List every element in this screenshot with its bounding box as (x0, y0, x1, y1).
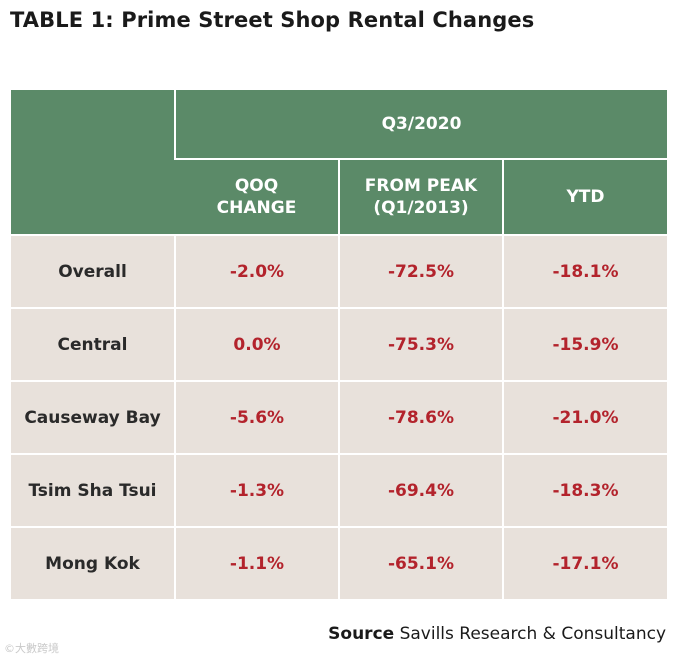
table-row: Tsim Sha Tsui -1.3% -69.4% -18.3% (11, 453, 667, 527)
watermark: ©大數跨境 (4, 642, 59, 655)
table-row: Overall -2.0% -72.5% -18.1% (11, 234, 667, 308)
header-row-period: Q3/2020 (11, 90, 667, 235)
row-from-peak: -65.1% (338, 526, 503, 599)
header-period: Q3/2020 (174, 90, 667, 159)
row-ytd: -17.1% (502, 526, 667, 599)
row-from-peak: -69.4% (338, 453, 503, 527)
table-title: TABLE 1: Prime Street Shop Rental Change… (10, 8, 535, 32)
source-note: Source Savills Research & Consultancy (328, 624, 666, 644)
header-from-peak: FROM PEAK (Q1/2013) (338, 158, 503, 235)
table-row: Causeway Bay -5.6% -78.6% -21.0% (11, 380, 667, 454)
row-qoq: -5.6% (174, 380, 339, 454)
row-qoq: 0.0% (174, 307, 339, 381)
row-qoq: -1.1% (174, 526, 339, 599)
header-from-peak-line2: (Q1/2013) (373, 198, 469, 218)
header-row-columns: QOQ CHANGE FROM PEAK (Q1/2013) YTD (11, 158, 667, 235)
row-region: Tsim Sha Tsui (11, 453, 175, 527)
header-qoq-line1: QOQ (234, 176, 279, 196)
row-region: Overall (11, 234, 175, 308)
row-ytd: -18.3% (502, 453, 667, 527)
row-from-peak: -72.5% (338, 234, 503, 308)
header-qoq-change: QOQ CHANGE (175, 158, 339, 235)
source-text: Savills Research & Consultancy (399, 624, 666, 644)
row-region: Causeway Bay (11, 380, 175, 454)
source-label: Source (328, 624, 395, 644)
row-region: Central (11, 307, 175, 381)
row-from-peak: -75.3% (338, 307, 503, 381)
row-ytd: -18.1% (502, 234, 667, 308)
row-ytd: -21.0% (502, 380, 667, 454)
table-row: Central 0.0% -75.3% -15.9% (11, 307, 667, 381)
header-from-peak-line1: FROM PEAK (364, 176, 478, 196)
header-empty-corner (11, 90, 175, 235)
header-qoq-line2: CHANGE (216, 198, 297, 218)
row-qoq: -2.0% (174, 234, 339, 308)
row-from-peak: -78.6% (338, 380, 503, 454)
row-region: Mong Kok (11, 526, 175, 599)
table-row: Mong Kok -1.1% -65.1% -17.1% (11, 526, 667, 599)
rental-changes-table: Q3/2020 QOQ CHANGE FROM PEAK (Q1/2013) Y… (11, 90, 667, 599)
row-qoq: -1.3% (174, 453, 339, 527)
header-ytd: YTD (502, 158, 667, 235)
header-ytd-line1: YTD (566, 187, 605, 207)
row-ytd: -15.9% (502, 307, 667, 381)
